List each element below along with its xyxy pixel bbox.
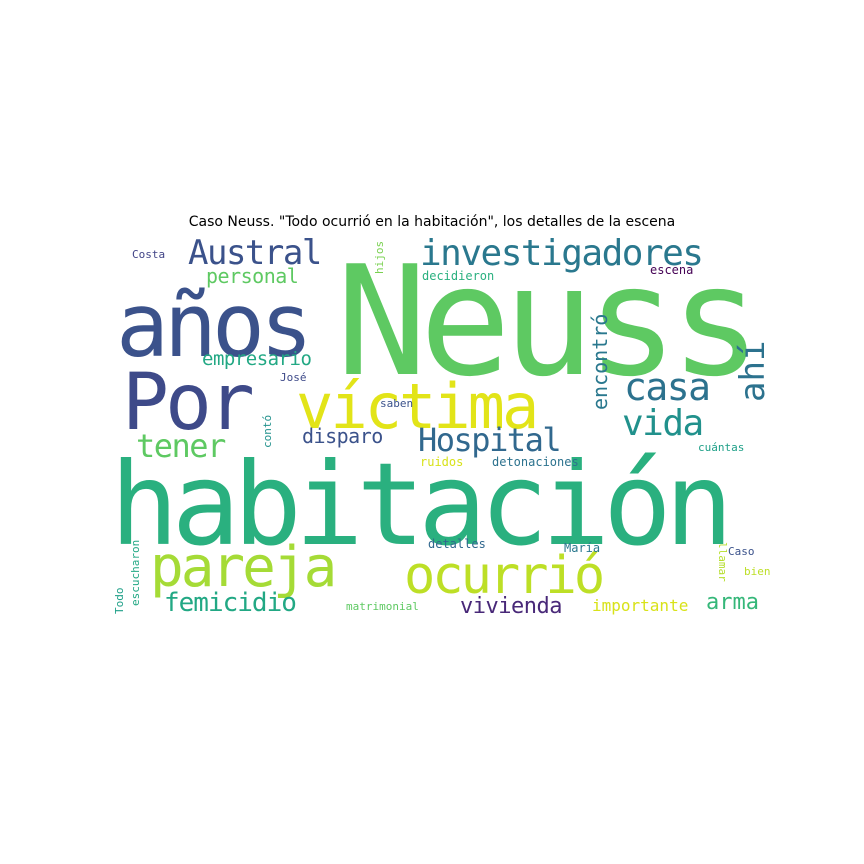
word-anos: años: [116, 274, 313, 377]
word-escena: escena: [650, 263, 694, 277]
word-vivienda: vivienda: [460, 594, 562, 619]
word-empresario: empresario: [202, 348, 312, 370]
word-bien: bien: [744, 565, 771, 578]
word-investigadores: investigadores: [420, 233, 704, 274]
word-ahi: ahí: [733, 340, 773, 402]
word-jose: José: [280, 371, 307, 384]
word-saben: saben: [380, 397, 414, 410]
word-encontro: encontró: [588, 313, 612, 410]
word-neuss: Neuss: [336, 233, 762, 410]
word-conto: contó: [261, 414, 274, 448]
word-hijos: hijos: [373, 240, 386, 274]
word-ocurrio: ocurrió: [404, 546, 605, 606]
word-arma: arma: [706, 590, 759, 615]
word-hospital: Hospital: [418, 421, 562, 459]
word-por: Por: [122, 358, 255, 448]
word-costa: Costa: [132, 248, 166, 261]
word-llamar: llamar: [716, 542, 729, 582]
word-austral: Austral: [188, 233, 322, 273]
word-maria: María: [564, 541, 601, 555]
word-tener: tener: [136, 427, 226, 465]
figure-title: Caso Neuss. "Todo ocurrió en la habitaci…: [188, 214, 676, 230]
word-caso: Caso: [728, 545, 755, 558]
word-escucharon: escucharon: [129, 539, 142, 606]
word-vida: vida: [622, 403, 704, 444]
word-femicidio: femicidio: [164, 588, 297, 618]
word-pareja: pareja: [150, 535, 337, 600]
word-habitacion: habitación: [110, 438, 733, 571]
word-victima: víctima: [296, 370, 539, 443]
word-detonaciones: detonaciones: [492, 455, 579, 469]
word-todo: Todo: [113, 587, 126, 615]
word-ruidos: ruidos: [420, 455, 464, 469]
word-cuantas: cuántas: [698, 441, 745, 454]
word-casa: casa: [624, 365, 711, 409]
word-disparo: disparo: [302, 424, 383, 448]
word-matrimonial: matrimonial: [346, 600, 419, 613]
word-decidieron: decidieron: [422, 269, 495, 283]
word-importante: importante: [592, 596, 689, 615]
word-personal: personal: [206, 264, 299, 288]
word-detalles: detalles: [428, 537, 486, 551]
